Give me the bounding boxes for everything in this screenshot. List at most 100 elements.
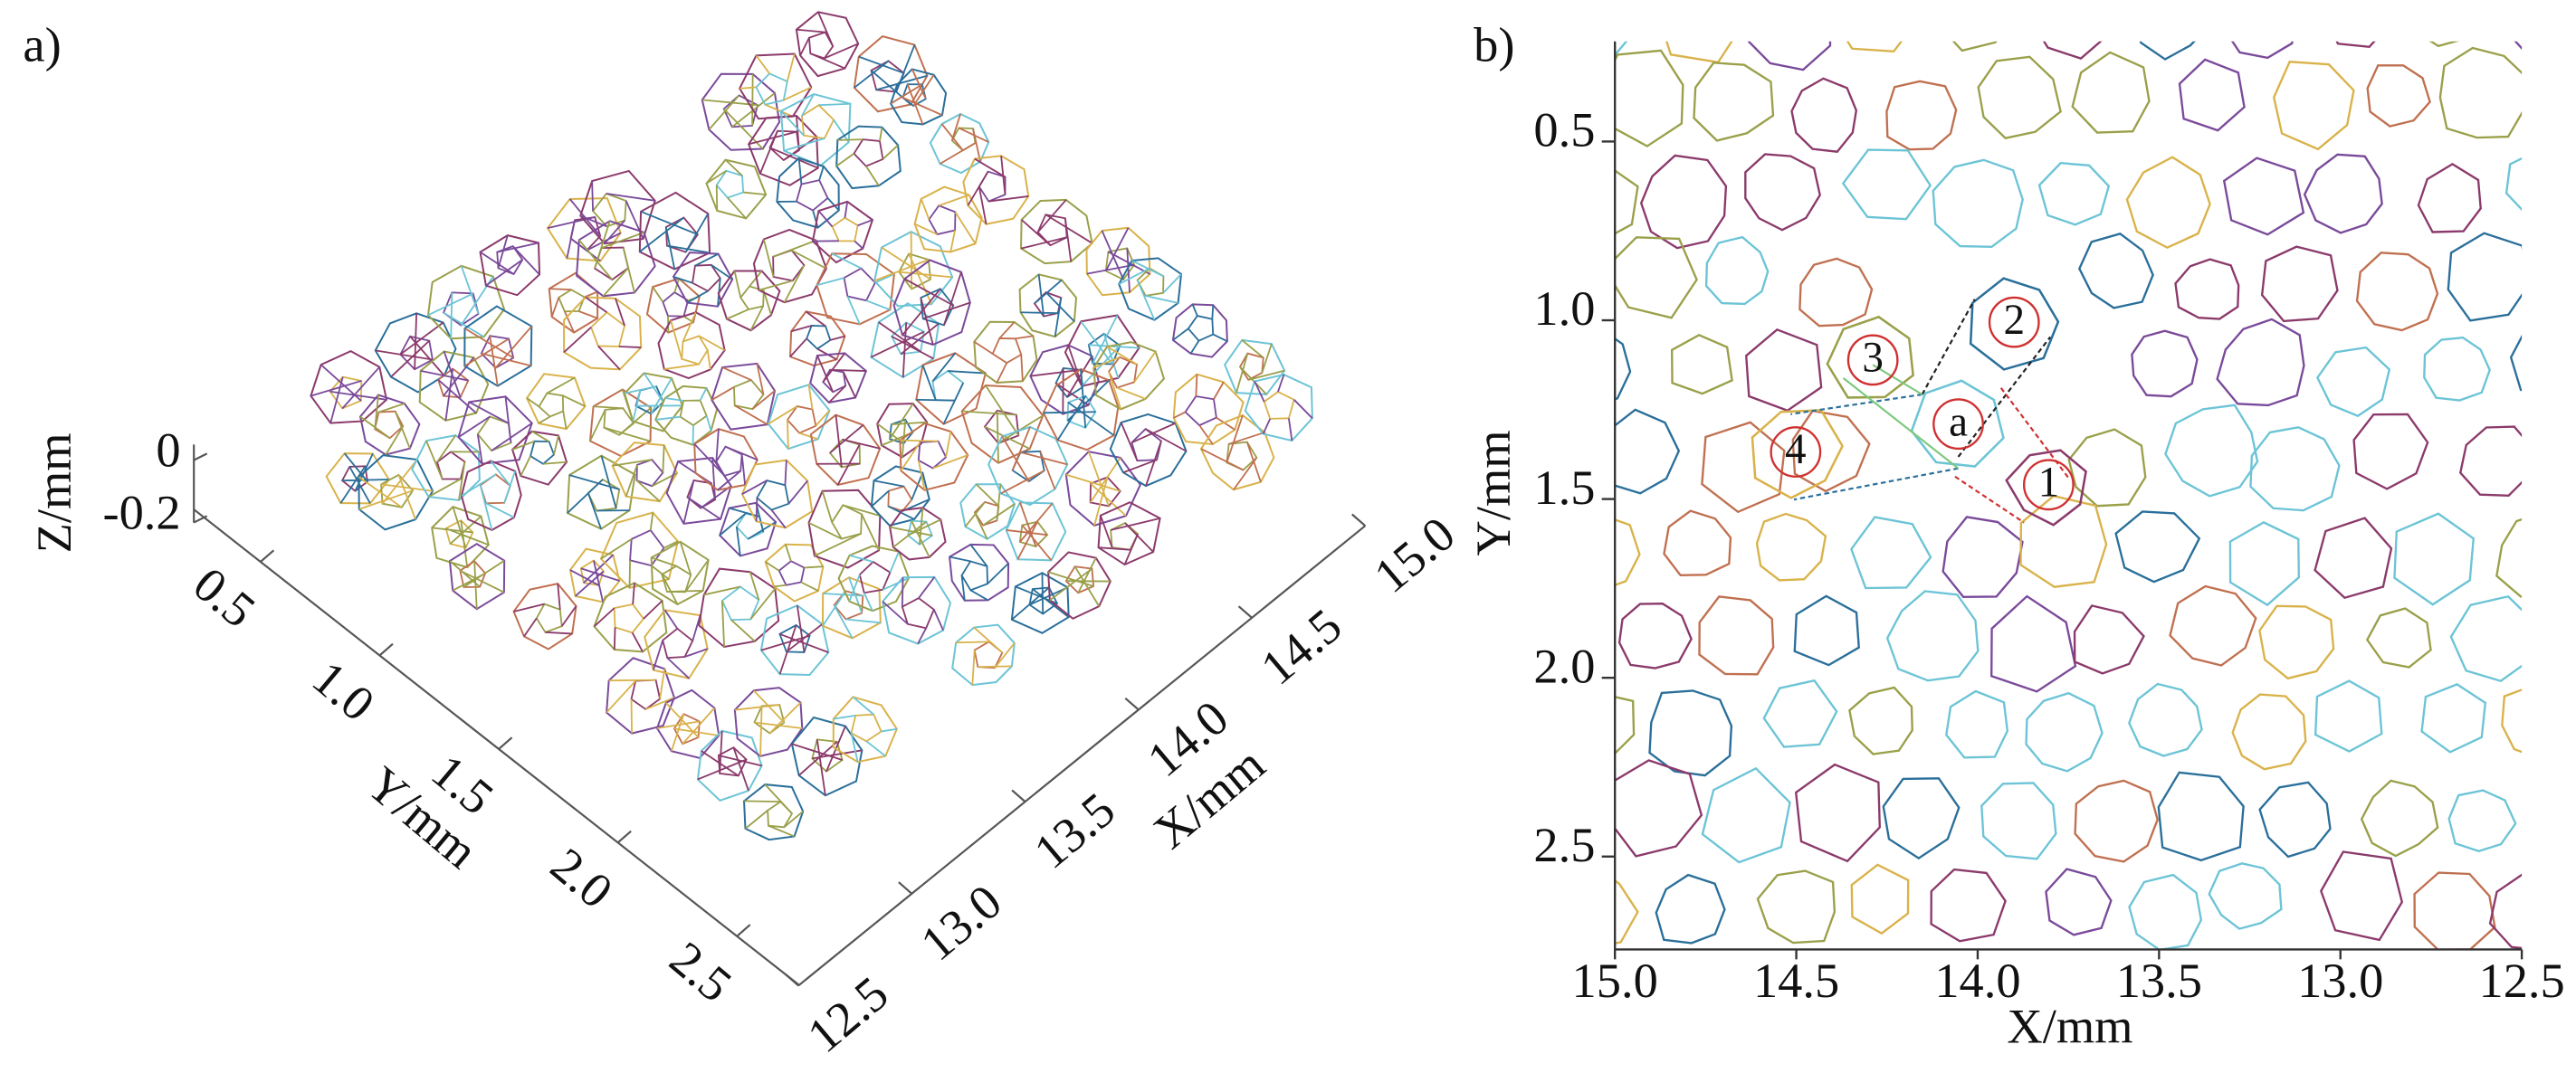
grain-wireframe xyxy=(359,394,411,456)
grain-wireframe xyxy=(959,483,1016,540)
grain-wireframe xyxy=(759,604,830,677)
grain-outline xyxy=(2458,425,2523,498)
grain-wireframe xyxy=(1047,557,1111,607)
grain-wireframe xyxy=(848,551,910,612)
grain-outline xyxy=(1848,686,1913,755)
grain-wireframe xyxy=(460,460,522,532)
y-tick-label: 1.0 xyxy=(302,650,385,731)
y-axis xyxy=(193,508,800,986)
grain-wireframe xyxy=(1064,451,1141,527)
grain-wireframe xyxy=(831,504,863,540)
grain-outline xyxy=(1885,590,1980,682)
grain-outline xyxy=(1615,169,1639,235)
grain-outline xyxy=(1932,158,2024,249)
grain-wireframe xyxy=(1089,476,1121,508)
grain-wireframe xyxy=(692,263,721,292)
grain-outline xyxy=(2005,449,2087,527)
grain-wireframe xyxy=(1092,346,1157,410)
annotation: 4 xyxy=(1785,426,1807,473)
y-tick-label: 0.5 xyxy=(1533,102,1595,157)
grain-wireframe xyxy=(656,702,720,752)
grain-wireframe xyxy=(899,422,969,491)
grain-wireframe xyxy=(800,104,835,140)
grain-wireframe xyxy=(663,311,726,370)
grain-outline xyxy=(1756,869,1837,945)
grain-wireframe xyxy=(579,559,605,586)
grain-wireframe xyxy=(760,605,829,675)
grain-wireframe xyxy=(873,232,953,305)
grain-wireframe xyxy=(662,290,690,318)
grain-wireframe xyxy=(853,35,929,113)
grain-wireframe xyxy=(639,210,711,270)
grain-outline xyxy=(2366,64,2431,128)
grain-outline xyxy=(2449,594,2523,683)
grain-wireframe xyxy=(835,125,902,190)
grain-wireframe xyxy=(890,508,941,558)
grain-wireframe xyxy=(624,372,682,422)
grain-wireframe xyxy=(956,626,1016,686)
grain-wireframe xyxy=(876,403,929,459)
grain-outline xyxy=(1639,154,1728,250)
grain-wireframe xyxy=(748,115,819,175)
y-tick-label: 2.5 xyxy=(1533,817,1595,872)
grain-wireframe xyxy=(917,440,948,470)
grain-outline xyxy=(1704,235,1770,306)
grain-wireframe xyxy=(461,460,516,531)
grain-wireframe xyxy=(665,457,732,525)
grain-wireframe xyxy=(655,387,712,445)
grain-wireframe xyxy=(593,583,663,652)
y-tick-label: 2.5 xyxy=(660,931,742,1012)
grain-wireframe xyxy=(530,440,556,465)
grain-outline xyxy=(2315,346,2391,418)
grain-wireframe xyxy=(693,428,758,491)
grain-outline xyxy=(2078,233,2154,309)
grain-wireframe xyxy=(807,489,882,569)
grain-outline xyxy=(2355,252,2439,332)
grain-outline xyxy=(1747,41,1832,71)
panel-label: a) xyxy=(23,16,61,71)
grain-outline xyxy=(1951,41,1998,52)
grain-outline xyxy=(2258,781,2332,859)
grain-outline xyxy=(2074,779,2159,863)
grain-wireframe xyxy=(578,221,644,297)
tick-mark xyxy=(1124,697,1140,711)
grain-wireframe xyxy=(606,669,675,734)
grain-wireframe xyxy=(1244,373,1313,442)
grain-outline xyxy=(2360,779,2439,858)
grain-wireframe xyxy=(310,364,387,423)
grain-wireframe xyxy=(740,459,814,529)
grain-wireframe xyxy=(777,157,840,228)
grain-wireframe xyxy=(696,729,763,802)
tick-mark xyxy=(898,881,913,895)
grain-wireframe xyxy=(822,576,881,639)
grain-wireframe xyxy=(809,413,882,487)
grain-wireframe xyxy=(651,541,710,605)
annotation-circle xyxy=(2022,459,2075,511)
grain-outline xyxy=(2438,46,2523,139)
grain-outline xyxy=(1698,595,1775,676)
grain-outline xyxy=(2025,691,2104,773)
y-tick-label: 2.0 xyxy=(1533,638,1595,693)
grain-wireframe xyxy=(546,197,622,262)
grain-wireframe xyxy=(882,575,952,645)
grain-wireframe xyxy=(1254,374,1313,442)
grain-wireframe xyxy=(795,179,829,212)
grain-outline xyxy=(1615,696,1636,755)
grain-wireframe xyxy=(711,363,776,425)
grain-wireframe xyxy=(380,473,415,508)
grain-outline xyxy=(1762,679,1838,748)
grain-outline xyxy=(2071,51,2151,134)
grain-outline xyxy=(2504,157,2523,212)
grain-wireframe xyxy=(693,429,758,491)
grain-wireframe xyxy=(1043,368,1115,441)
annotation-circle xyxy=(1770,426,1822,478)
grain-outline xyxy=(1980,782,2057,860)
grain-wireframe xyxy=(593,582,668,653)
grain-wireframe xyxy=(662,627,694,660)
grain-wireframe xyxy=(808,490,881,557)
grain-wireframe xyxy=(1173,374,1236,445)
grain-wireframe xyxy=(701,73,776,150)
grain-wireframe xyxy=(780,93,851,152)
grain-wireframe xyxy=(831,216,859,242)
grain-wireframe xyxy=(739,285,765,311)
